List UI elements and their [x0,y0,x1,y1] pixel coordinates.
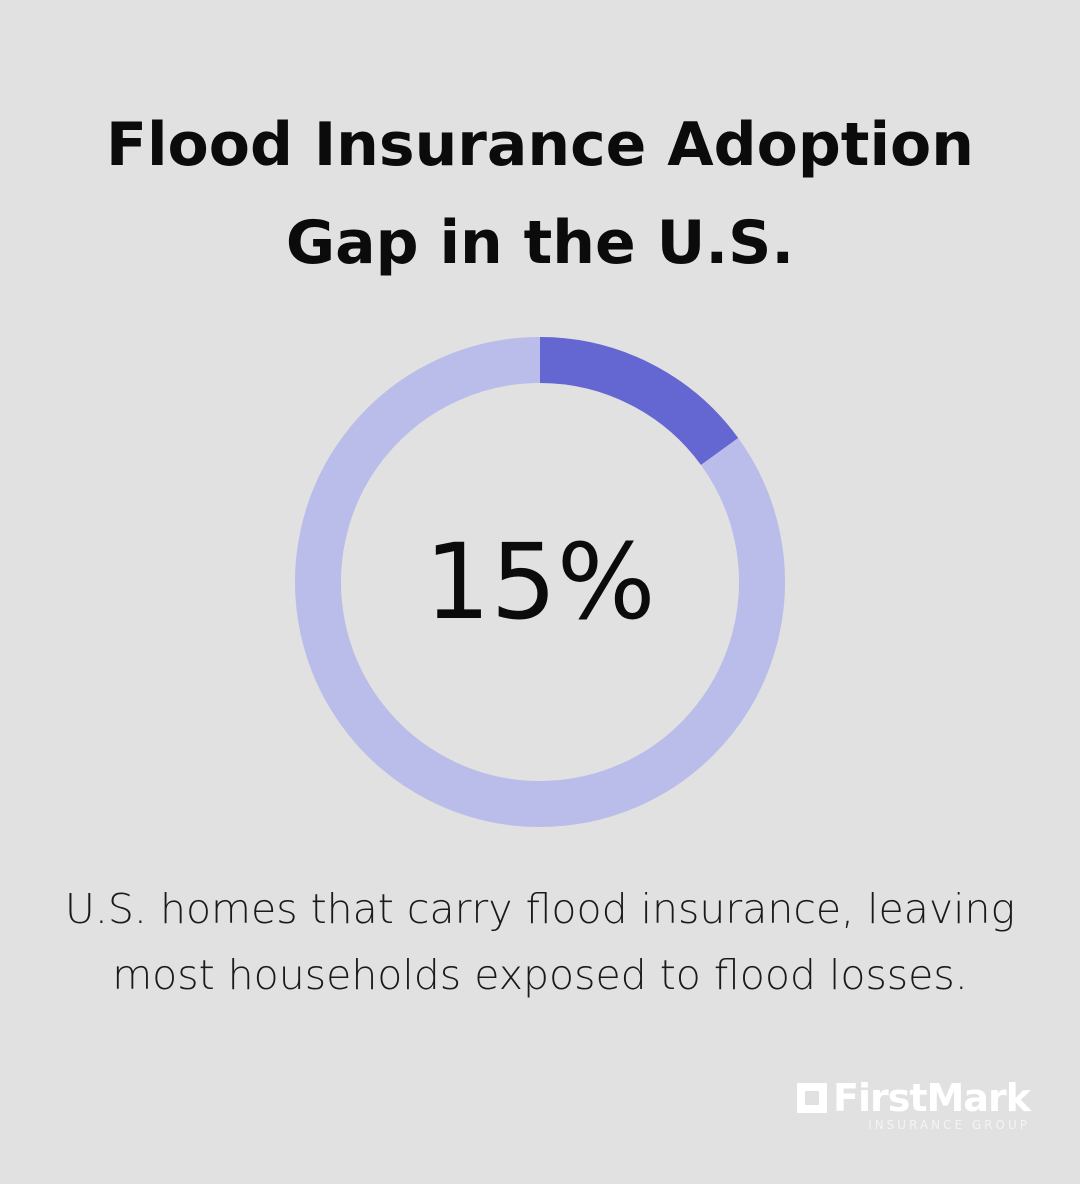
brand-name: FirstMark [833,1076,1031,1120]
center-value-label: 15% [424,521,655,643]
brand-logo: FirstMark INSURANCE GROUP [797,1076,1031,1132]
brand-icon [797,1083,828,1113]
donut-segment [539,337,739,466]
chart-title: Flood Insurance Adoption Gap in the U.S. [106,110,974,278]
brand-name-row: FirstMark [797,1076,1031,1120]
chart-description: U.S. homes that carry flood insurance, l… [64,885,1016,999]
donut-segment [295,337,785,827]
brand-tagline: INSURANCE GROUP [868,1118,1030,1132]
